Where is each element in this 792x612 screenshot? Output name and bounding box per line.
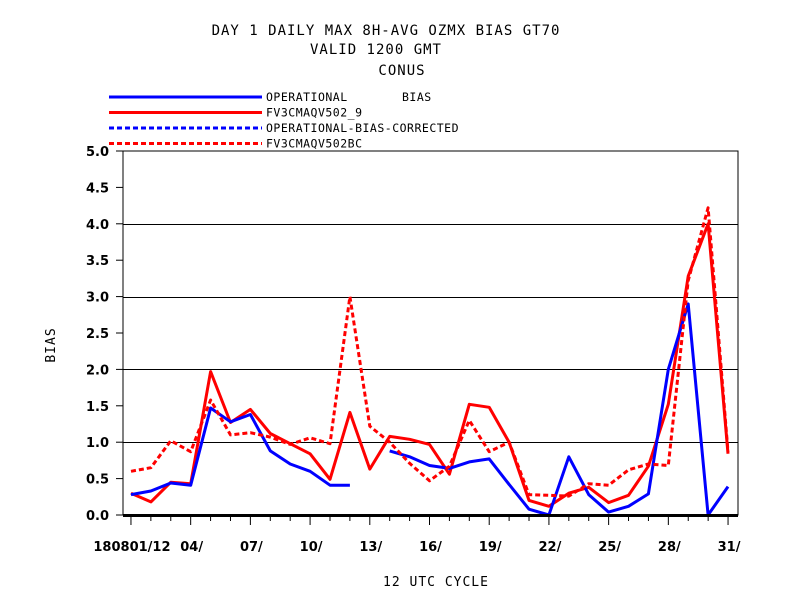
x-tick-label-3: 10/ <box>300 540 323 555</box>
y-axis: 0.0 0.5 1.0 1.5 2.0 2.5 3.0 3.5 4.0 4.5 5.0 <box>86 145 123 524</box>
x-axis: 180801/12 04/07/10/13/16/19/22/25/28/31/ <box>93 515 741 555</box>
x-tick-label-10: 31/ <box>718 540 741 555</box>
y-tick-label-7: 3.5 <box>86 254 109 269</box>
y-tick-label-5: 2.5 <box>86 327 109 342</box>
series-line-0-segment-0 <box>130 406 350 497</box>
x-tick-label-9: 28/ <box>658 540 681 555</box>
series-line-0-segment-1 <box>389 302 730 517</box>
x-tick-label-0: 180801/12 <box>93 540 170 555</box>
x-tick-label-6: 19/ <box>479 540 502 555</box>
x-tick-label-4: 13/ <box>359 540 382 555</box>
x-tick-label-5: 16/ <box>419 540 442 555</box>
x-tick-label-2: 07/ <box>240 540 263 555</box>
chart-title-line-2: VALID 1200 GMT <box>310 42 442 58</box>
x-axis-label: 12 UTC CYCLE <box>383 575 489 590</box>
y-tick-label-3: 1.5 <box>86 400 109 415</box>
chart-series <box>130 206 730 517</box>
plot-area-frame <box>122 150 739 516</box>
legend-label-3: FV3CMAQV502BC <box>266 137 363 151</box>
x-tick-label-7: 22/ <box>539 540 562 555</box>
chart-legend: OPERATIONAL FV3CMAQV502_9OPERATIONAL-BIAS… <box>109 90 459 151</box>
legend-label-2: OPERATIONAL-BIAS-CORRECTED <box>266 121 459 135</box>
y-tick-label-9: 4.5 <box>86 181 109 196</box>
y-tick-label-6: 3.0 <box>86 291 109 306</box>
y-tick-label-0: 0.0 <box>86 509 109 524</box>
chart-title-line-1: DAY 1 DAILY MAX 8H-AVG OZMX BIAS GT70 <box>212 23 561 39</box>
x-tick-label-1: 04/ <box>180 540 203 555</box>
legend-label-0: OPERATIONAL <box>266 90 348 104</box>
y-tick-label-10: 5.0 <box>86 145 109 160</box>
y-tick-label-2: 1.0 <box>86 436 109 451</box>
y-tick-label-8: 4.0 <box>86 218 109 233</box>
chart-gridlines <box>123 224 738 443</box>
series-line-3-segment-0 <box>130 206 730 498</box>
chart-title-block: DAY 1 DAILY MAX 8H-AVG OZMX BIAS GT70 VA… <box>212 23 561 79</box>
x-tick-label-8: 25/ <box>598 540 621 555</box>
y-axis-label: BIAS <box>44 327 59 362</box>
legend-extra-label: BIAS <box>402 90 432 104</box>
y-tick-label-1: 0.5 <box>86 473 109 488</box>
chart-title-line-3: CONUS <box>378 63 425 79</box>
legend-label-1: FV3CMAQV502_9 <box>266 106 363 120</box>
y-tick-label-4: 2.0 <box>86 363 109 378</box>
